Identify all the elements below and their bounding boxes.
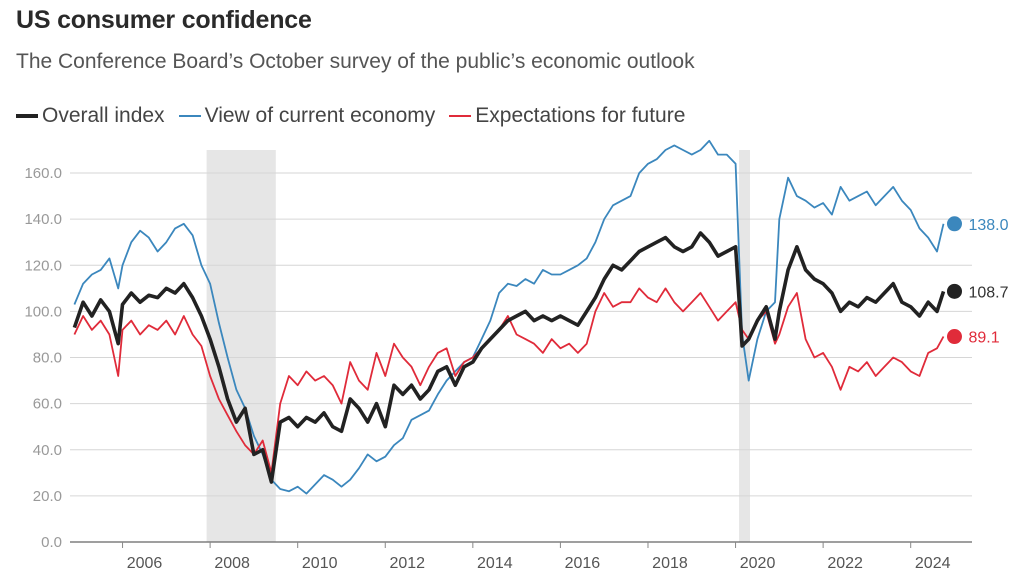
recession-band: [206, 150, 276, 542]
legend: Overall index View of current economy Ex…: [16, 104, 699, 128]
y-tick-label: 40.0: [33, 442, 62, 459]
x-tick-label: 2022: [827, 555, 863, 572]
end-value-label: 108.7: [968, 284, 1008, 301]
legend-swatch-overall: [16, 114, 38, 118]
legend-label-current: View of current economy: [204, 104, 436, 127]
y-tick-label: 0.0: [41, 534, 62, 551]
y-tick-label: 60.0: [33, 396, 62, 413]
y-tick-label: 20.0: [33, 488, 62, 505]
y-tick-label: 120.0: [24, 257, 62, 274]
legend-label-overall: Overall index: [42, 104, 165, 127]
legend-item-current: View of current economy: [178, 104, 436, 128]
x-tick-label: 2014: [477, 555, 513, 572]
series-line-expectations-for-future: [73, 287, 945, 474]
x-tick-label: 2020: [740, 555, 776, 572]
x-tick-label: 2010: [302, 555, 338, 572]
y-tick-label: 100.0: [24, 303, 62, 320]
x-tick-label: 2008: [214, 555, 250, 572]
x-tick-label: 2006: [127, 555, 163, 572]
y-tick-label: 80.0: [33, 350, 62, 367]
legend-swatch-current: [178, 115, 201, 117]
legend-item-overall: Overall index: [16, 104, 165, 128]
end-point-dot: [946, 283, 962, 299]
end-point-dot: [946, 329, 962, 345]
end-value-label: 89.1: [968, 330, 999, 347]
x-tick-label: 2018: [652, 555, 688, 572]
legend-label-expectations: Expectations for future: [475, 104, 686, 127]
y-tick-label: 160.0: [24, 165, 62, 182]
end-point-dot: [946, 216, 962, 232]
y-tick-label: 140.0: [24, 211, 62, 228]
x-tick-label: 2012: [389, 555, 425, 572]
legend-swatch-expectations: [449, 115, 472, 117]
legend-item-expectations: Expectations for future: [449, 104, 685, 128]
x-tick-label: 2024: [915, 555, 951, 572]
chart-subtitle: The Conference Board’s October survey of…: [16, 50, 695, 73]
series-line-view-of-current-economy: [73, 139, 945, 495]
end-value-label: 138.0: [968, 217, 1008, 234]
chart-title: US consumer confidence: [16, 6, 312, 34]
series-line-overall-index: [72, 231, 946, 484]
x-tick-label: 2016: [565, 555, 601, 572]
